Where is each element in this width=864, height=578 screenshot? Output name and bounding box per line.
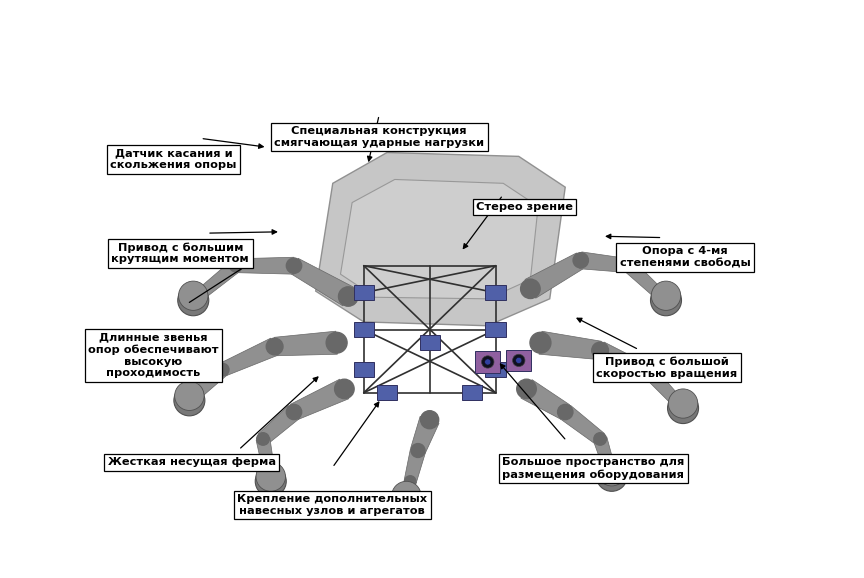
Polygon shape xyxy=(404,449,425,483)
Circle shape xyxy=(481,356,494,368)
Polygon shape xyxy=(580,252,630,273)
Text: Крепление дополнительных
навесных узлов и агрегатов: Крепление дополнительных навесных узлов … xyxy=(238,494,428,516)
Text: Специальная конструкция
смягчающая ударные нагрузки: Специальная конструкция смягчающая ударн… xyxy=(274,127,484,148)
Circle shape xyxy=(517,379,537,399)
Polygon shape xyxy=(315,153,565,326)
Polygon shape xyxy=(560,405,605,444)
Circle shape xyxy=(573,253,588,268)
Circle shape xyxy=(256,462,285,491)
Circle shape xyxy=(255,466,286,497)
Bar xyxy=(353,362,374,377)
Circle shape xyxy=(512,354,525,366)
Polygon shape xyxy=(274,331,337,356)
Polygon shape xyxy=(258,406,300,444)
Polygon shape xyxy=(402,480,416,502)
Circle shape xyxy=(174,385,205,416)
Polygon shape xyxy=(410,416,439,453)
Circle shape xyxy=(521,279,540,298)
Circle shape xyxy=(404,476,416,487)
Circle shape xyxy=(339,287,358,306)
Circle shape xyxy=(669,389,698,418)
Circle shape xyxy=(557,405,573,420)
Circle shape xyxy=(594,433,607,445)
Polygon shape xyxy=(186,365,227,405)
Text: Большое пространство для
размещения оборудования: Большое пространство для размещения обор… xyxy=(502,457,684,480)
Bar xyxy=(486,362,505,377)
Polygon shape xyxy=(645,369,687,412)
Text: Привод с большой
скоростью вращения: Привод с большой скоростью вращения xyxy=(596,357,738,379)
Circle shape xyxy=(334,379,354,399)
Bar xyxy=(462,385,482,401)
Polygon shape xyxy=(289,258,353,306)
Polygon shape xyxy=(219,338,278,376)
Polygon shape xyxy=(236,257,294,274)
Polygon shape xyxy=(525,253,585,298)
Text: Привод с большим
крутящим моментом: Привод с большим крутящим моментом xyxy=(111,242,249,264)
Polygon shape xyxy=(340,180,538,299)
Bar xyxy=(377,385,397,401)
Circle shape xyxy=(179,281,208,310)
Polygon shape xyxy=(521,380,569,419)
Polygon shape xyxy=(594,437,617,477)
Circle shape xyxy=(592,342,608,359)
Text: Стерео зрение: Стерео зрение xyxy=(476,202,573,212)
Circle shape xyxy=(516,357,522,364)
Circle shape xyxy=(668,393,699,424)
Circle shape xyxy=(530,332,551,353)
Polygon shape xyxy=(256,438,276,482)
Circle shape xyxy=(178,285,209,316)
Circle shape xyxy=(257,433,270,445)
Polygon shape xyxy=(190,260,240,305)
Circle shape xyxy=(391,481,421,510)
Circle shape xyxy=(596,461,627,491)
Polygon shape xyxy=(596,342,653,380)
Circle shape xyxy=(623,260,635,272)
Circle shape xyxy=(286,405,302,420)
Circle shape xyxy=(230,260,242,272)
Circle shape xyxy=(286,258,302,273)
Circle shape xyxy=(645,367,657,380)
Circle shape xyxy=(651,281,681,310)
Circle shape xyxy=(651,285,682,316)
Polygon shape xyxy=(624,261,670,304)
Circle shape xyxy=(597,457,626,486)
Circle shape xyxy=(411,443,425,457)
Bar xyxy=(353,285,374,301)
Circle shape xyxy=(327,332,347,353)
Bar xyxy=(475,351,500,373)
Circle shape xyxy=(485,359,491,365)
Bar xyxy=(420,335,440,350)
Bar xyxy=(486,285,505,301)
Bar xyxy=(486,322,505,338)
Polygon shape xyxy=(539,331,601,360)
Circle shape xyxy=(175,381,204,410)
Circle shape xyxy=(216,364,229,376)
Text: Жесткая несущая ферма: Жесткая несущая ферма xyxy=(108,457,276,468)
Circle shape xyxy=(266,338,283,355)
Bar xyxy=(506,350,531,371)
Circle shape xyxy=(421,411,439,429)
Text: Длинные звенья
опор обеспечивают
высокую
проходимость: Длинные звенья опор обеспечивают высокую… xyxy=(88,333,219,378)
Bar xyxy=(353,322,374,338)
Polygon shape xyxy=(290,379,349,420)
Circle shape xyxy=(391,485,422,516)
Text: Опора с 4-мя
степенями свободы: Опора с 4-мя степенями свободы xyxy=(619,246,751,268)
Text: Датчик касания и
скольжения опоры: Датчик касания и скольжения опоры xyxy=(111,149,237,170)
